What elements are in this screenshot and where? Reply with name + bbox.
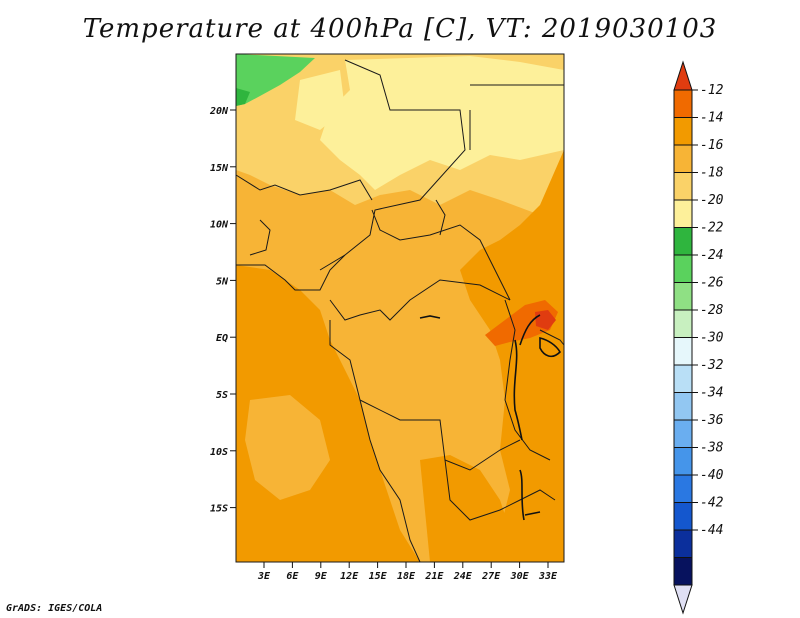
lakes [419, 314, 561, 521]
temperature-field-green-dark [236, 88, 250, 106]
lon-tick-label: 24E [453, 571, 473, 582]
lon-tick-label: 6E [286, 571, 299, 582]
colorbar-swatch [673, 172, 693, 201]
credit-text: GrADS: IGES/COLA [6, 603, 103, 614]
colorbar-swatch [673, 282, 693, 311]
lon-tick-label: 12E [340, 571, 359, 582]
colorbar-swatch [673, 337, 693, 366]
colorbar-label: -20 [700, 193, 724, 208]
colorbar-swatch [673, 392, 693, 421]
colorbar-swatch [673, 419, 693, 448]
temperature-field-orange-south [420, 455, 520, 562]
colorbar-swatch [673, 309, 693, 338]
colorbar-label: -18 [700, 166, 724, 181]
lat-tick-label: 5S [216, 390, 228, 401]
latitude-axis: 20N 15N 10N 5N EQ 5S 10S 15S [209, 106, 236, 515]
colorbar-arrow-bottom [673, 584, 693, 615]
colorbar-label: -38 [700, 441, 724, 456]
colorbar-label: -14 [700, 111, 723, 126]
colorbar-swatch [673, 474, 693, 503]
colorbar-swatch [673, 364, 693, 393]
temperature-field-red-core [535, 310, 556, 330]
lat-tick-label: EQ [216, 333, 228, 344]
colorbar-label: -30 [700, 331, 724, 346]
colorbar-label: -44 [700, 523, 723, 538]
country-borders [235, 53, 565, 563]
temperature-field-light-sw [245, 395, 330, 500]
lon-tick-label: 27E [481, 571, 501, 582]
colorbar-label: -42 [700, 496, 724, 511]
temperature-field-green [236, 54, 315, 106]
lat-tick-label: 10S [210, 447, 228, 458]
lon-tick-label: 18E [397, 571, 416, 582]
lat-tick-label: 5N [216, 276, 229, 287]
colorbar-swatch [673, 529, 693, 558]
temperature-field-pale-northwest [295, 70, 345, 130]
colorbar-label: -12 [700, 83, 724, 98]
colorbar-arrow-top [673, 60, 693, 91]
map-panel [235, 53, 565, 563]
longitude-axis: 3E 6E 9E 12E 15E 18E 21E 24E 27E 30E 33E [257, 562, 558, 582]
colorbar: -12 -14 -16 -18 -20 -22 -24 -26 -28 -30 -32 -34 -36 -… [673, 60, 724, 615]
colorbar-swatch [673, 144, 693, 173]
lon-tick-label: 3E [257, 571, 271, 582]
colorbar-label: -24 [700, 248, 723, 263]
lon-tick-label: 30E [510, 571, 530, 582]
colorbar-swatch [673, 227, 693, 256]
colorbar-swatch [673, 199, 693, 228]
colorbar-swatch [673, 447, 693, 476]
colorbar-label: -32 [700, 358, 724, 373]
colorbar-swatch [673, 117, 693, 146]
lat-tick-label: 10N [210, 220, 229, 231]
colorbar-swatch [673, 254, 693, 283]
lat-tick-label: 15S [210, 504, 228, 515]
colorbar-label: -40 [700, 468, 724, 483]
lon-tick-label: 21E [424, 571, 444, 582]
lon-tick-label: 33E [538, 571, 558, 582]
colorbar-swatch [673, 557, 693, 586]
chart-title: Temperature at 400hPa [C], VT: 201903010… [82, 14, 718, 44]
lon-tick-label: 9E [315, 571, 328, 582]
colorbar-label: -26 [700, 276, 724, 291]
colorbar-label: -16 [700, 138, 724, 153]
colorbar-swatch [673, 502, 693, 531]
colorbar-label: -34 [700, 386, 723, 401]
lon-tick-label: 15E [369, 571, 388, 582]
colorbar-swatch [673, 89, 693, 118]
lat-tick-label: 15N [210, 163, 229, 174]
colorbar-label: -28 [700, 303, 724, 318]
colorbar-label: -22 [700, 221, 724, 236]
temperature-field-pale-north [320, 56, 564, 190]
lat-tick-label: 20N [209, 106, 229, 117]
colorbar-label: -36 [700, 413, 724, 428]
temperature-field-light-central [378, 285, 480, 405]
